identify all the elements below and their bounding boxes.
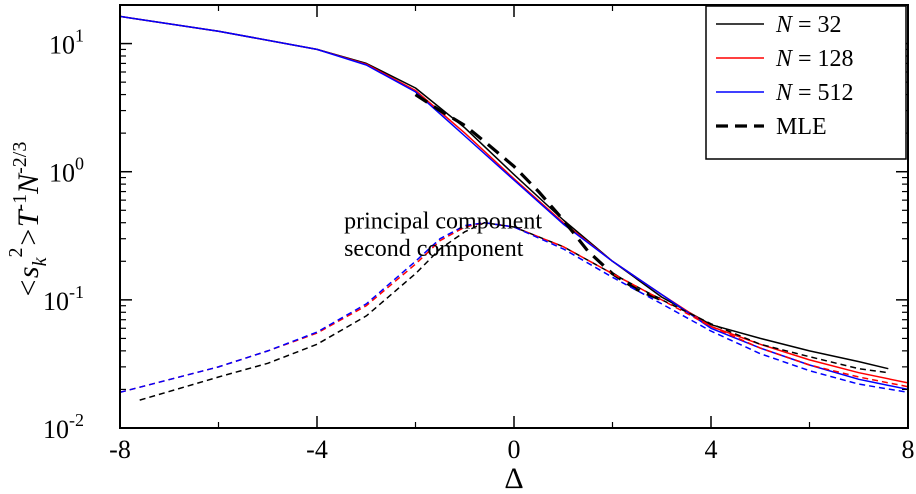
series-layer (120, 15, 908, 401)
x-tick-label: -8 (109, 435, 131, 464)
y-axis-title-part: N (12, 172, 45, 195)
legend-label: N = 32 (775, 12, 842, 38)
y-axis-title-part: 2 (5, 248, 27, 258)
legend-label-rest: = 32 (792, 12, 842, 38)
x-tick-label: -4 (306, 435, 328, 464)
x-tick-label: 4 (705, 435, 718, 464)
x-axis-title: Δ (504, 462, 523, 494)
y-tick-label: 101 (49, 26, 84, 60)
y-axis-title-part: -1 (9, 194, 31, 211)
y-tick-label: 10-1 (43, 282, 84, 316)
legend-label-italic: N (775, 46, 794, 72)
series-line-principal-mle (414, 93, 663, 302)
y-axis-title: <sk2>T-1N-2/3 (5, 142, 51, 299)
legend-label: MLE (776, 114, 827, 140)
legend-box (705, 5, 907, 160)
y-axis-title-part: k (29, 256, 51, 266)
series-line-second-n-512 (120, 221, 908, 394)
series-line-principal-n-512 (120, 15, 908, 391)
y-tick-exponent: -2 (69, 410, 84, 430)
legend-label-rest: = 128 (792, 46, 854, 72)
y-axis-title-part: >T (12, 208, 45, 247)
y-axis-title-part: <s (12, 266, 45, 298)
legend-label-italic: N (775, 80, 794, 106)
legend-label: N = 512 (775, 80, 854, 106)
y-tick-exponent: 0 (75, 154, 84, 174)
x-tick-label: 8 (902, 435, 915, 464)
legend-label-rest: MLE (776, 114, 827, 140)
y-tick-label: 10-2 (43, 410, 84, 444)
legend-label-italic: N (775, 12, 794, 38)
y-tick-exponent: -1 (69, 282, 84, 302)
series-line-second-n-32 (139, 221, 889, 401)
legend-label: N = 128 (775, 46, 854, 72)
x-tick-label: 0 (508, 435, 521, 464)
annotation-second: second component (344, 236, 524, 262)
y-tick-label: 100 (49, 154, 84, 188)
plot-clip-group (120, 15, 908, 401)
y-tick-exponent: 1 (75, 26, 84, 46)
y-axis-title-part: -2/3 (9, 142, 31, 174)
legend-label-rest: = 512 (792, 80, 854, 106)
annotation-principal: principal component (344, 209, 542, 235)
